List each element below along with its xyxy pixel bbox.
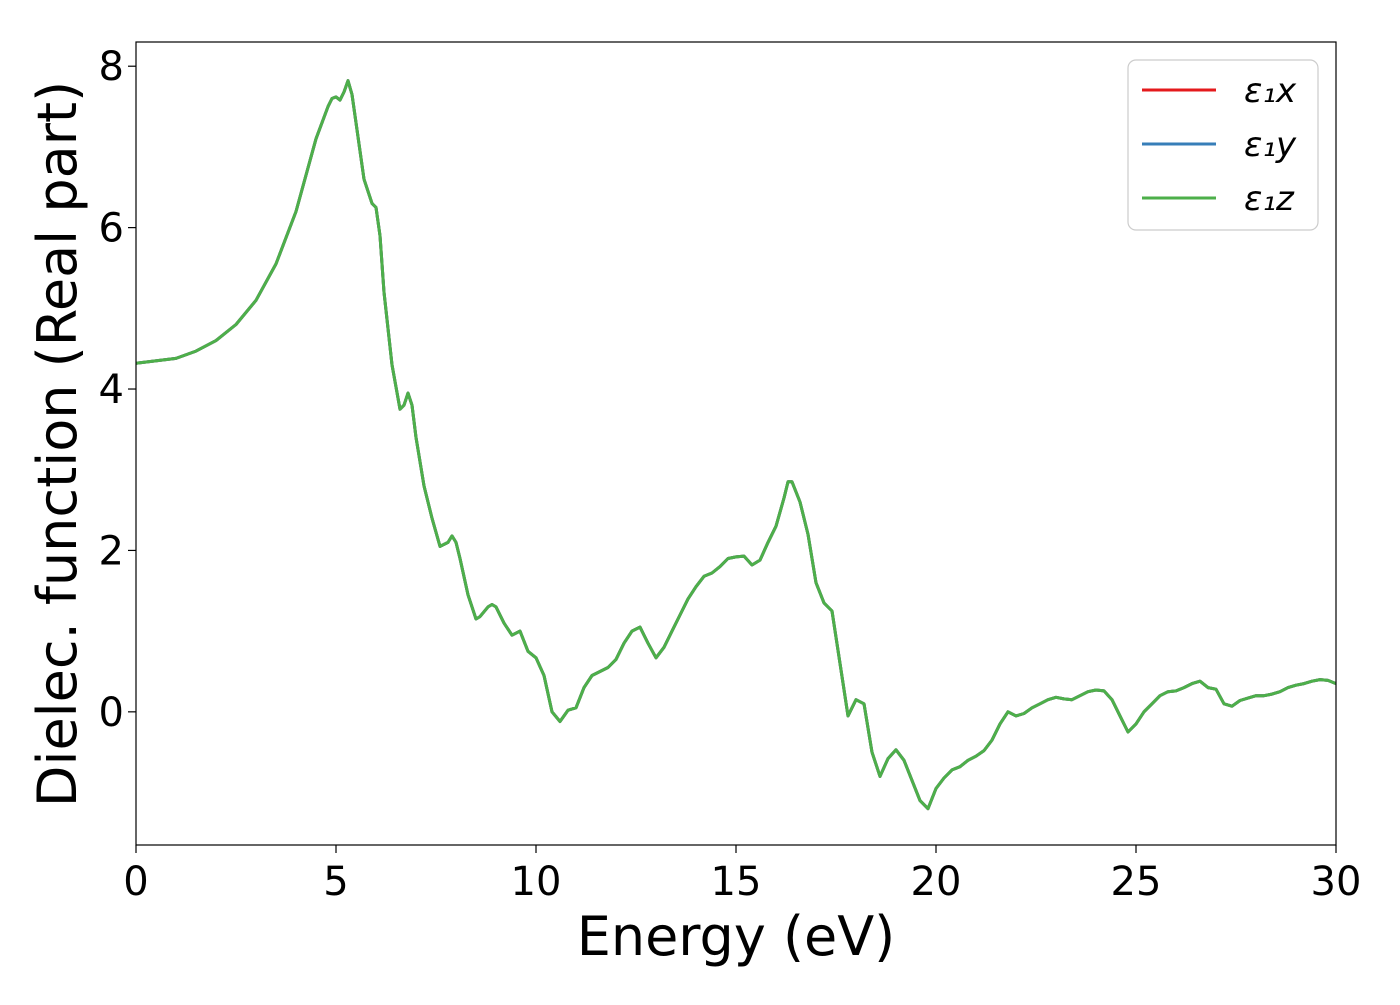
x-tick-label: 5 [323,859,348,905]
y-axis: 0 2 4 6 8 [99,44,136,736]
legend: ε₁x ε₁y ε₁z [1127,59,1319,231]
x-tick-label: 15 [711,859,762,905]
x-tick-label: 20 [911,859,962,905]
x-axis: 0 5 10 15 20 25 30 [123,845,1361,905]
y-axis-title: Dielec. function (Real part) [26,81,89,807]
series-line-3 [135,79,1337,811]
x-tick-label: 0 [123,859,148,905]
x-tick-label: 10 [511,859,562,905]
y-tick-label: 6 [99,206,124,252]
legend-label-3: ε₁z [1244,179,1295,219]
y-tick-label: 4 [99,367,124,413]
legend-box [1127,59,1319,231]
x-axis-title: Energy (eV) [577,905,896,968]
x-tick-label: 30 [1311,859,1362,905]
legend-label-2: ε₁y [1244,125,1297,165]
y-tick-label: 8 [99,44,124,90]
series-layer [135,79,1337,811]
x-tick-label: 25 [1111,859,1162,905]
y-tick-label: 2 [99,528,124,574]
legend-label-1: ε₁x [1244,71,1297,111]
y-tick-label: 0 [99,690,124,736]
